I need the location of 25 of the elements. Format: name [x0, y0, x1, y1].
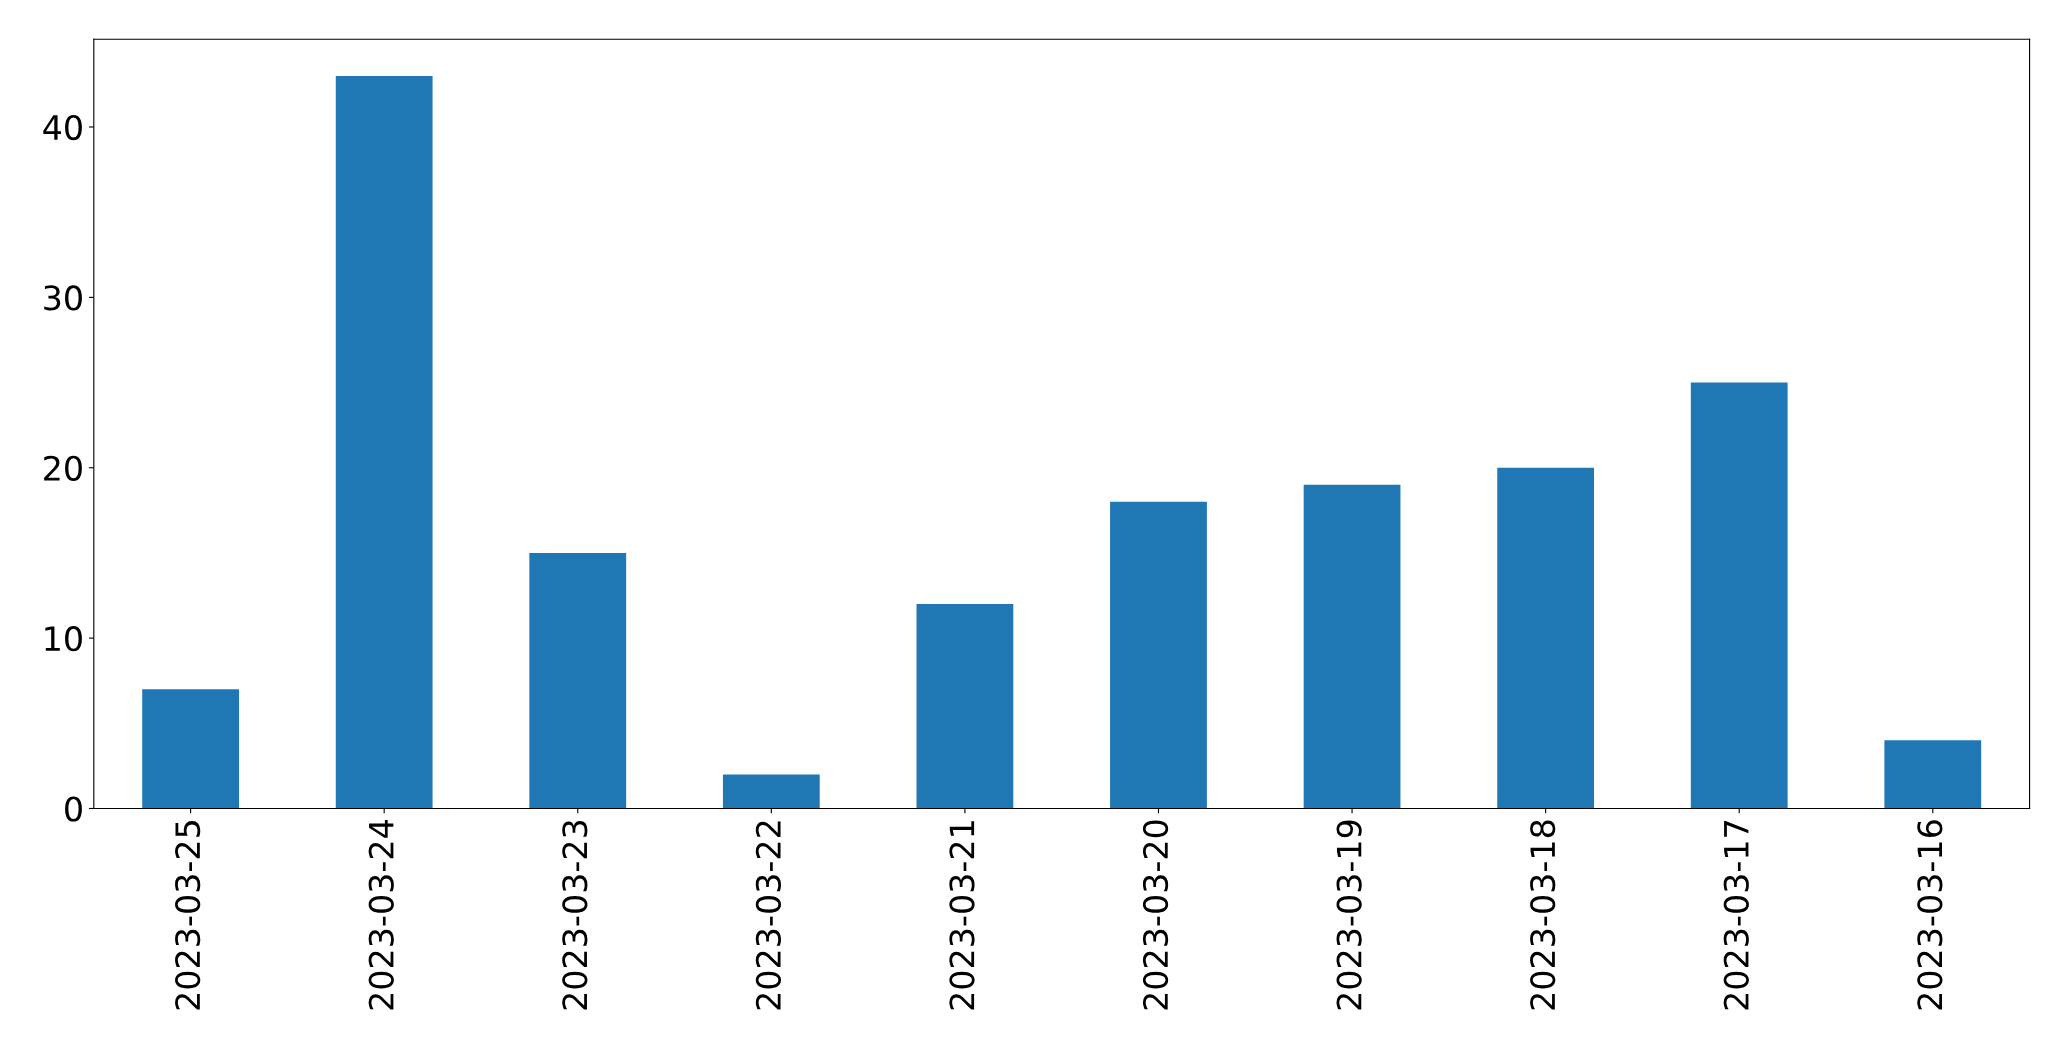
y-tick-label: 0 — [65, 796, 82, 822]
bar — [916, 604, 1014, 809]
y-tick-label: 40 — [43, 114, 82, 141]
x-tick-label: 2023-03-20 — [1142, 820, 1169, 1010]
x-tick-label: 2023-03-22 — [755, 821, 782, 1010]
x-tick-label: 2023-03-24 — [368, 820, 394, 1010]
bar — [1303, 484, 1401, 809]
y-tick-label: 30 — [44, 285, 82, 311]
bar — [1110, 501, 1207, 809]
x-tick-label: 2023-03-25 — [175, 821, 201, 1010]
bar — [335, 75, 433, 809]
x-tick-label: 2023-03-17 — [1723, 821, 1749, 1010]
x-tick-label: 2023-03-19 — [1336, 820, 1362, 1010]
bar — [722, 774, 820, 809]
y-tick-label: 20 — [44, 455, 82, 481]
x-tick-label: 2023-03-18 — [1530, 820, 1556, 1010]
x-tick-label: 2023-03-23 — [562, 820, 588, 1010]
x-tick-label: 2023-03-16 — [1917, 820, 1943, 1010]
x-tick-label: 2023-03-21 — [949, 821, 975, 1010]
y-tick-label: 10 — [45, 626, 82, 652]
bar — [1884, 740, 1982, 809]
bar — [1690, 382, 1788, 809]
bar — [529, 552, 627, 809]
bar — [142, 689, 239, 809]
bar — [1497, 467, 1595, 809]
